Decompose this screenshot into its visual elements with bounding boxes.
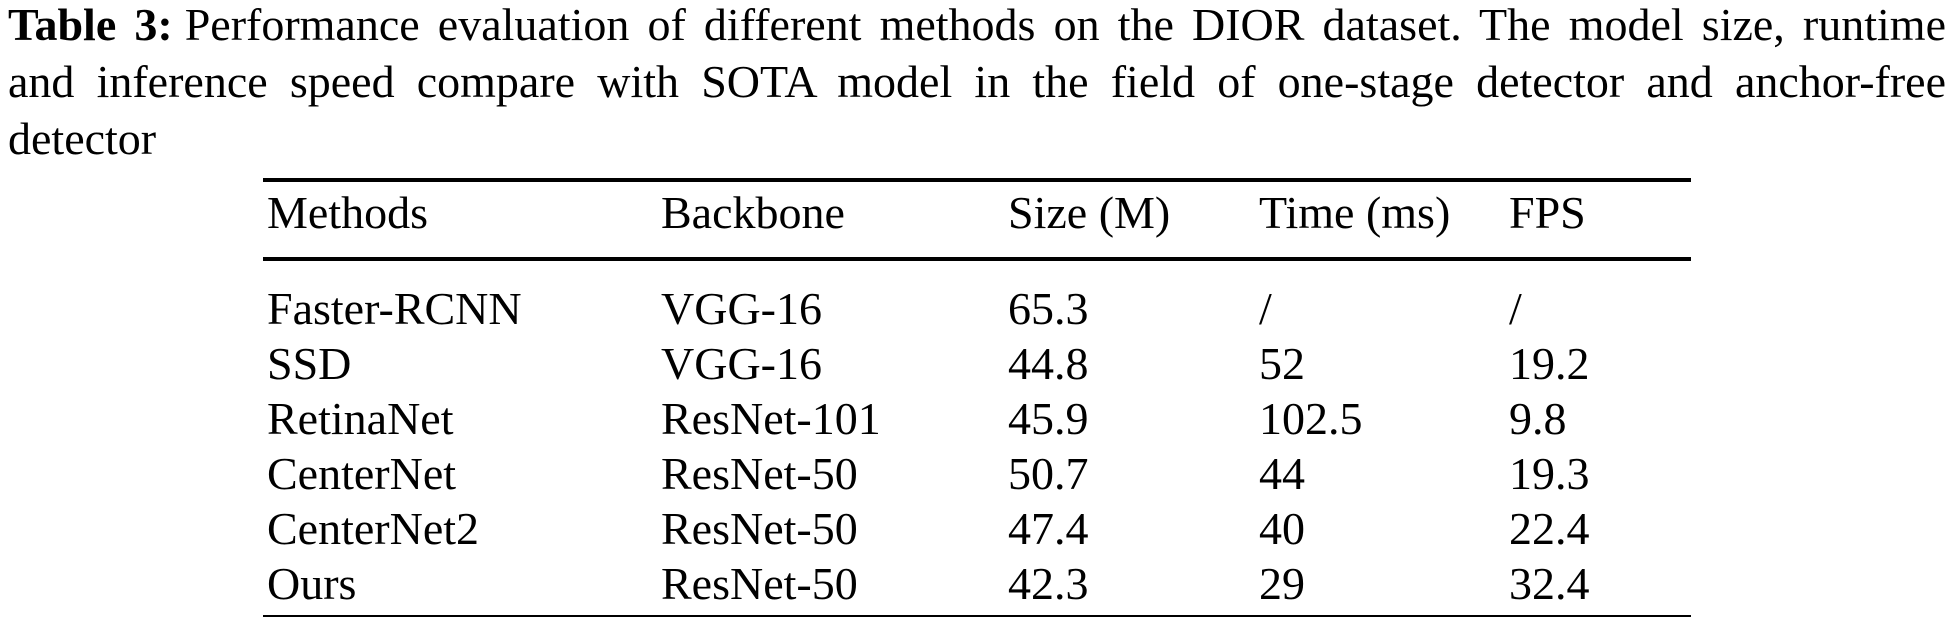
cell-time: 52: [1259, 338, 1305, 389]
cell-method: CenterNet: [267, 448, 457, 499]
table-row-retinanet: RetinaNet ResNet-101 45.9 102.5 9.8: [263, 391, 1691, 446]
table-header-row: Methods Backbone Size (M) Time (ms) FPS: [263, 180, 1691, 261]
cell-method: RetinaNet: [267, 393, 454, 444]
caption-line-3: detector: [8, 113, 157, 164]
cell-size: 44.8: [1008, 338, 1089, 389]
caption-line-2: and inference speed compare with SOTA mo…: [8, 56, 1946, 107]
table-caption: Table 3: Performance evaluation of differ…: [8, 0, 1946, 167]
column-header-methods: Methods: [263, 180, 661, 261]
table-row-ours: Ours ResNet-50 42.3 29 32.4: [263, 556, 1691, 617]
cell-method: Faster-RCNN: [267, 283, 522, 334]
cell-time: /: [1259, 283, 1272, 334]
column-header-fps: FPS: [1509, 180, 1691, 261]
column-header-backbone: Backbone: [661, 180, 1008, 261]
cell-backbone: ResNet-50: [661, 448, 858, 499]
cell-method: CenterNet2: [267, 503, 480, 554]
cell-backbone: VGG-16: [661, 283, 822, 334]
column-header-size: Size (M): [1008, 180, 1259, 261]
cell-fps: 22.4: [1509, 503, 1590, 554]
table-row-faster-rcnn: Faster-RCNN VGG-16 65.3 / /: [263, 259, 1691, 336]
cell-method: SSD: [267, 338, 352, 389]
table-row-centernet: CenterNet ResNet-50 50.7 44 19.3: [263, 446, 1691, 501]
table-row-centernet2: CenterNet2 ResNet-50 47.4 40 22.4: [263, 501, 1691, 556]
cell-backbone: ResNet-50: [661, 558, 858, 609]
column-header-time: Time (ms): [1259, 180, 1509, 261]
cell-time: 102.5: [1259, 393, 1363, 444]
cell-backbone: ResNet-101: [661, 393, 881, 444]
cell-fps: /: [1509, 283, 1522, 334]
cell-method: Ours: [267, 558, 357, 609]
caption-line-1-text: Performance evaluation of different meth…: [184, 0, 1946, 50]
cell-size: 47.4: [1008, 503, 1089, 554]
cell-fps: 32.4: [1509, 558, 1590, 609]
table-row-ssd: SSD VGG-16 44.8 52 19.2: [263, 336, 1691, 391]
cell-fps: 19.2: [1509, 338, 1590, 389]
cell-time: 29: [1259, 558, 1305, 609]
cell-backbone: ResNet-50: [661, 503, 858, 554]
caption-table-number: Table 3:: [8, 0, 173, 50]
cell-size: 50.7: [1008, 448, 1089, 499]
cell-fps: 9.8: [1509, 393, 1567, 444]
cell-size: 45.9: [1008, 393, 1089, 444]
cell-fps: 19.3: [1509, 448, 1590, 499]
caption-line-1: Table 3: Performance evaluation of differ…: [8, 0, 1946, 53]
results-table: Methods Backbone Size (M) Time (ms) FPS …: [263, 178, 1691, 617]
cell-size: 42.3: [1008, 558, 1089, 609]
cell-size: 65.3: [1008, 283, 1089, 334]
cell-time: 44: [1259, 448, 1305, 499]
cell-time: 40: [1259, 503, 1305, 554]
cell-backbone: VGG-16: [661, 338, 822, 389]
